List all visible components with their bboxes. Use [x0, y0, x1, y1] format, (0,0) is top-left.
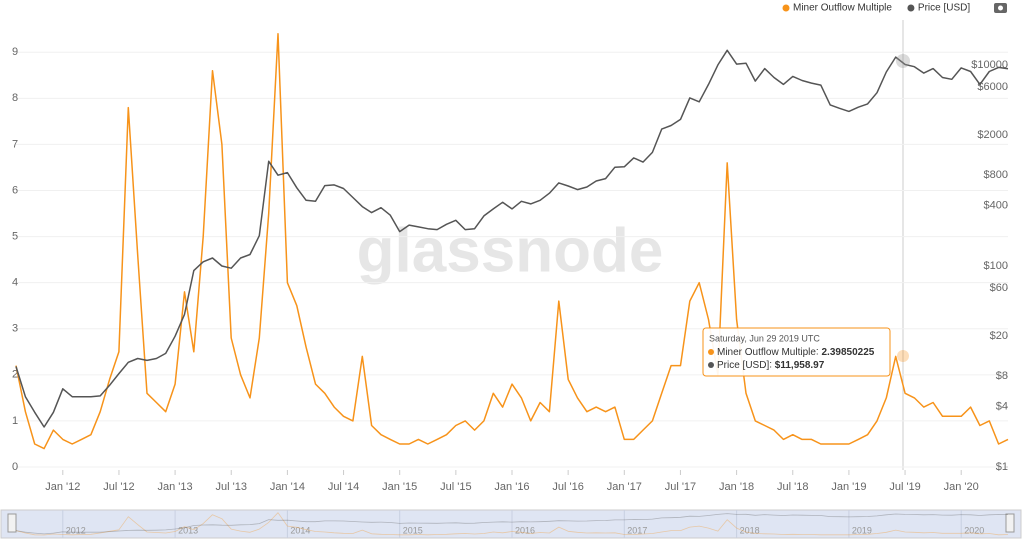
navigator-label: 2018 [740, 525, 760, 535]
y2-tick-label: $800 [984, 169, 1008, 181]
tooltip-value: $11,958.97 [775, 360, 825, 371]
tooltip-date: Saturday, Jun 29 2019 UTC [709, 333, 820, 343]
x-tick-label: Jan '20 [944, 481, 979, 493]
navigator-handle[interactable] [7, 513, 17, 533]
series-line [15, 49, 1009, 428]
x-tick-label: Jul '18 [777, 481, 808, 493]
x-tick-label: Jul '19 [889, 481, 920, 493]
x-tick-label: Jan '14 [270, 481, 305, 493]
navigator-label: 2016 [515, 525, 535, 535]
navigator-label: 2015 [403, 525, 423, 535]
y-tick-label: 8 [12, 92, 18, 104]
navigator-label: 2012 [66, 525, 86, 535]
x-tick-label: Jan '12 [45, 481, 80, 493]
tooltip-name: Price [USD] [717, 360, 769, 371]
y2-tick-label: $20 [990, 330, 1008, 342]
y2-tick-label: $1 [996, 461, 1008, 473]
tooltip-dot [708, 362, 714, 368]
y2-tick-label: $8 [996, 370, 1008, 382]
x-tick-label: Jan '19 [831, 481, 866, 493]
y-tick-label: 4 [12, 277, 18, 289]
y-tick-label: 1 [12, 415, 18, 427]
x-tick-label: Jan '15 [382, 481, 417, 493]
x-tick-label: Jul '15 [440, 481, 471, 493]
navigator-label: 2017 [627, 525, 647, 535]
camera-icon[interactable] [994, 3, 1007, 13]
navigator-content: 2012 2013 2014 2015 2016 2017 2018 2019 2020 [15, 510, 1009, 538]
legend-label: Price [USD] [918, 3, 970, 14]
tooltip-line: Miner Outflow Multiple: 2.39850225 [717, 347, 875, 358]
x-tick-label: Jul '17 [665, 481, 696, 493]
navigator-label: 2020 [964, 525, 984, 535]
legend-marker [907, 4, 915, 12]
plot: 0 1 2 3 4 5 6 7 8 9 $1 $4 $8 $20 $60 $100 $400 $800 $2000 $… [12, 33, 1009, 493]
y2-tick-label: $6000 [977, 81, 1008, 93]
series-line [15, 512, 1009, 536]
legend-label: Miner Outflow Multiple [793, 3, 892, 14]
tooltip-line: Price [USD]: $11,958.97 [717, 360, 825, 371]
navigator-label: 2019 [852, 525, 872, 535]
y2-tick-label: $400 [984, 199, 1008, 211]
y-tick-label: 9 [12, 46, 18, 58]
tooltip-name: Miner Outflow Multiple [717, 347, 816, 358]
navigator-label: 2013 [178, 525, 198, 535]
tooltip-box [702, 327, 891, 377]
hover-marker [896, 54, 910, 68]
x-tick-label: Jul '14 [328, 481, 359, 493]
y-tick-label: 5 [12, 230, 18, 242]
navigator-label: 2014 [290, 525, 310, 535]
tooltip: Saturday, Jun 29 2019 UTC Miner Outflow … [702, 327, 891, 377]
y-tick-label: 3 [12, 323, 18, 335]
hover-marker [897, 350, 909, 362]
x-tick-label: Jan '16 [494, 481, 529, 493]
y2-tick-label: $10000 [971, 59, 1008, 71]
navigator[interactable] [0, 509, 1022, 539]
tooltip-dot [708, 349, 714, 355]
x-tick-label: Jan '13 [158, 481, 193, 493]
y2-tick-label: $100 [984, 260, 1008, 272]
x-tick-label: Jul '16 [552, 481, 583, 493]
y-tick-label: 6 [12, 184, 18, 196]
y-tick-label: 7 [12, 138, 18, 150]
legend: Miner Outflow Multiple Price [USD] [782, 3, 970, 14]
y-tick-label: 0 [12, 461, 18, 473]
x-tick-label: Jul '13 [216, 481, 247, 493]
x-tick-label: Jan '17 [607, 481, 642, 493]
x-tick-label: Jul '12 [103, 481, 134, 493]
y2-tick-label: $4 [996, 400, 1008, 412]
navigator-handle[interactable] [1005, 513, 1015, 533]
y-tick-label: 2 [12, 369, 18, 381]
y2-tick-label: $2000 [977, 129, 1008, 141]
legend-marker [782, 4, 790, 12]
tooltip-value: 2.39850225 [821, 347, 874, 358]
x-tick-label: Jan '18 [719, 481, 754, 493]
watermark: glassnode [357, 216, 664, 285]
series-line [15, 513, 1009, 535]
y2-tick-label: $60 [990, 282, 1008, 294]
